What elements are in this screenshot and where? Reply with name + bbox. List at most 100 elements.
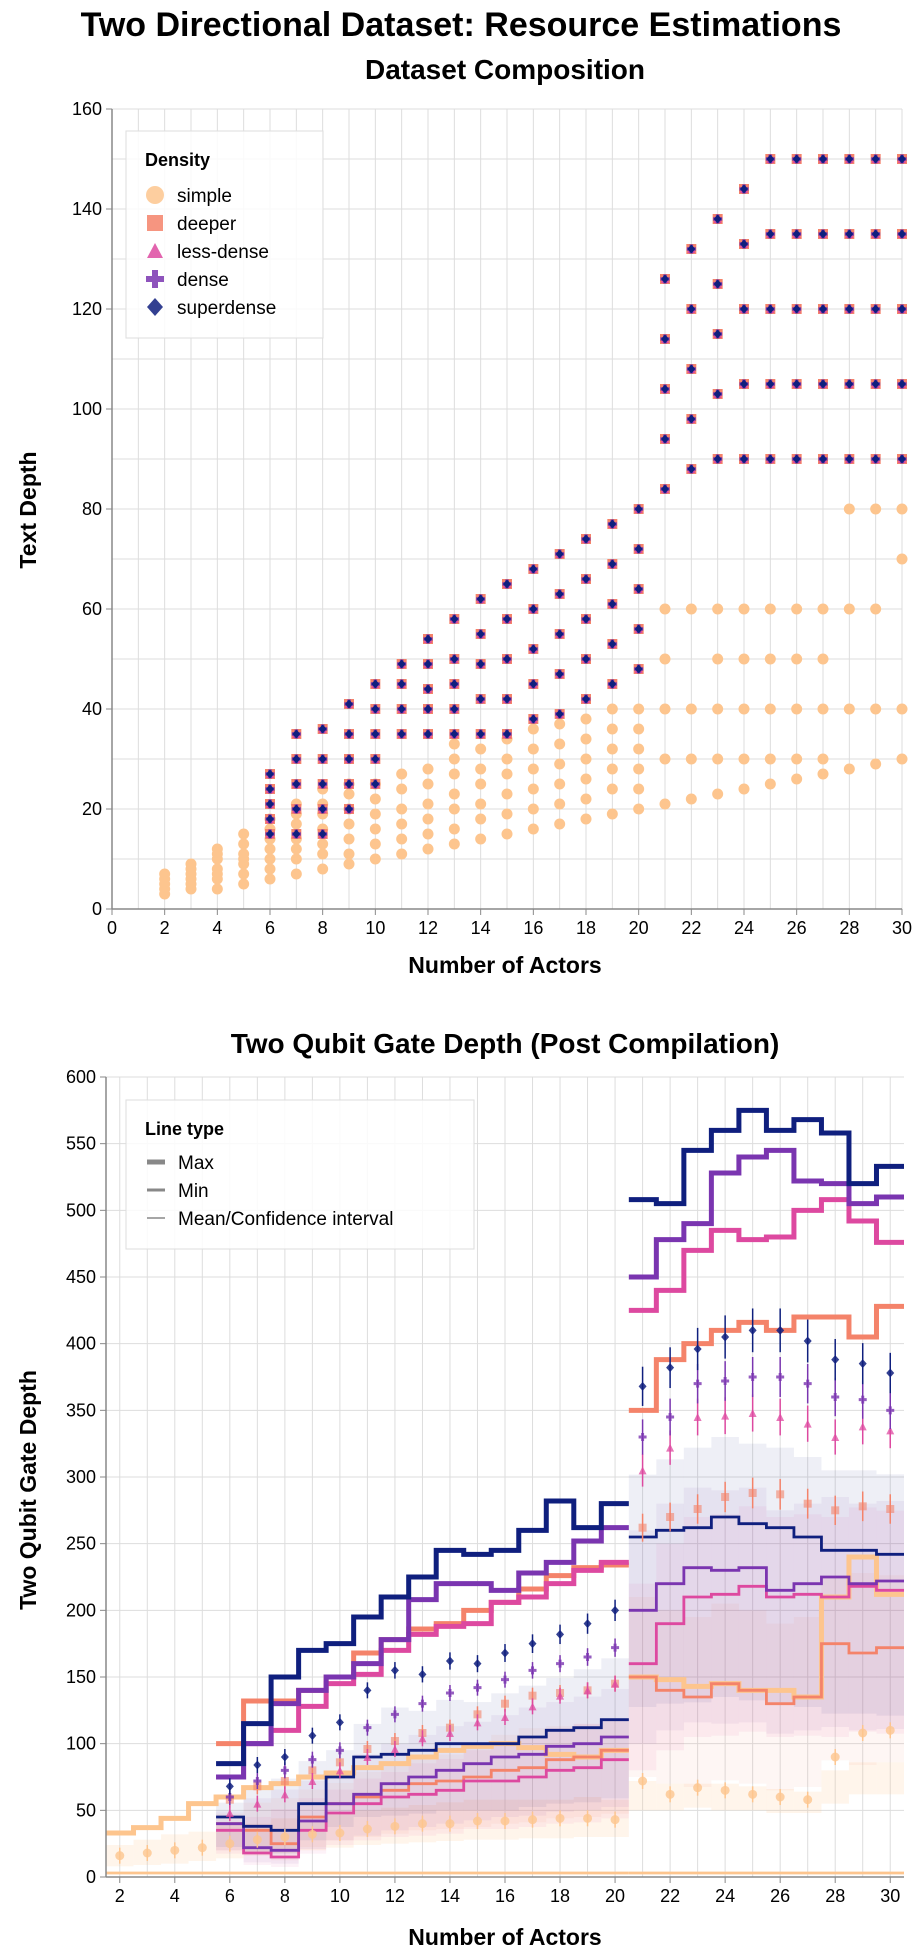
chart1-point-superdense	[634, 624, 643, 634]
chart1-point-superdense	[871, 454, 880, 464]
chart1-x-axis-label: Number of Actors	[408, 952, 601, 978]
chart2-y-axis-label: Two Qubit Gate Depth	[15, 1370, 41, 1610]
chart1-point-superdense	[450, 679, 459, 689]
chart1-point-simple	[554, 818, 566, 830]
chart1-point-superdense	[766, 379, 775, 389]
chart1-point-simple	[290, 843, 302, 855]
chart1-point-simple	[764, 753, 776, 765]
chart1-point-simple	[475, 813, 487, 825]
chart1-point-simple	[896, 553, 908, 565]
chart1-point-simple	[422, 798, 434, 810]
chart1-point-superdense	[871, 304, 880, 314]
chart1-point-superdense	[792, 154, 801, 164]
chart1-point-superdense	[766, 154, 775, 164]
chart1-point-simple	[343, 818, 355, 830]
chart1-point-superdense	[424, 704, 432, 714]
chart2-mean-marker-superdense	[776, 1325, 785, 1335]
chart1-point-simple	[264, 873, 276, 885]
chart1-x-tick-label: 14	[471, 918, 491, 938]
chart2-mean-marker-superdense	[253, 1760, 262, 1770]
chart2-mean-marker-less-dense	[858, 1422, 867, 1431]
chart1-point-superdense	[687, 244, 696, 254]
chart2-mean-marker-dense	[308, 1755, 317, 1764]
chart1-x-tick-label: 24	[734, 918, 754, 938]
chart2-mean-marker-less-dense	[638, 1466, 647, 1475]
chart1-point-superdense	[687, 414, 696, 424]
chart2-mean-marker-less-dense	[748, 1409, 757, 1417]
chart2-y-tick-label: 550	[66, 1134, 96, 1154]
chart1-point-superdense	[503, 694, 511, 704]
chart1-point-simple	[791, 773, 803, 785]
chart2-ci-band-dense	[518, 1707, 547, 1816]
chart1-point-simple	[290, 853, 302, 865]
chart2-y-tick-label: 500	[66, 1200, 96, 1220]
chart1-point-superdense	[318, 829, 327, 839]
chart2-y-tick-label: 200	[66, 1600, 96, 1620]
chart2-mean-marker-deeper	[528, 1691, 537, 1700]
chart2-mean-marker-simple	[280, 1832, 290, 1842]
chart1-legend-label-superdense: superdense	[177, 298, 276, 319]
chart2-mean-marker-superdense	[611, 1605, 620, 1615]
chart1-point-simple	[633, 743, 645, 755]
chart1-legend-symbol-less-dense	[147, 243, 163, 258]
chart1-point-simple	[554, 798, 566, 810]
chart2-ci-band-deeper	[683, 1617, 712, 1787]
chart2-mean-marker-deeper	[693, 1505, 702, 1513]
chart2-max-line-simple	[106, 1741, 629, 1836]
chart1-legend-symbol-dense	[146, 270, 164, 288]
chart1-point-simple	[343, 788, 355, 800]
chart2-mean-marker-deeper	[858, 1502, 867, 1511]
chart1-point-superdense	[397, 659, 406, 669]
chart1-point-simple	[527, 803, 539, 815]
chart1-point-simple	[580, 773, 592, 785]
chart1-point-superdense	[661, 334, 669, 344]
chart2-ci-band-less-dense	[711, 1514, 739, 1736]
chart1-point-superdense	[871, 229, 880, 239]
chart1-point-simple	[738, 783, 750, 795]
chart2-x-tick-label: 18	[550, 1886, 570, 1906]
chart2-ci-band-superdense	[683, 1447, 712, 1703]
chart1-point-superdense	[424, 684, 432, 694]
chart1-point-superdense	[582, 614, 590, 624]
chart1-point-simple	[870, 603, 882, 615]
chart1-point-simple	[791, 603, 803, 615]
chart2-mean-marker-dense	[556, 1659, 565, 1668]
chart2-mean-marker-superdense	[501, 1648, 509, 1658]
chart1-point-simple	[606, 783, 618, 795]
chart2-ci-band-less-dense	[766, 1517, 794, 1737]
chart1-legend-label-simple: simple	[177, 186, 232, 207]
chart1-point-superdense	[292, 779, 301, 789]
chart2-mean-marker-simple	[500, 1816, 510, 1826]
chart1-point-simple	[343, 848, 355, 860]
chart1-point-simple	[633, 783, 645, 795]
chart2-x-tick-label: 14	[440, 1886, 460, 1906]
chart1-point-superdense	[819, 379, 827, 389]
figure-title: Two Directional Dataset: Resource Estima…	[81, 6, 842, 44]
chart1-x-tick-label: 6	[265, 918, 275, 938]
chart1-point-superdense	[266, 814, 274, 824]
chart2-mean-marker-simple	[362, 1824, 372, 1834]
chart2-mean-marker-superdense	[418, 1669, 427, 1679]
chart1-point-simple	[369, 838, 381, 850]
chart2-mean-marker-deeper	[886, 1505, 895, 1513]
chart2-ci-band-less-dense	[601, 1718, 629, 1819]
chart1-point-superdense	[661, 274, 669, 284]
chart1-point-superdense	[608, 639, 617, 649]
chart2-mean-marker-dense	[721, 1377, 730, 1385]
chart1-legend-label-less-dense: less-dense	[177, 242, 269, 263]
chart1-point-simple	[633, 763, 645, 775]
chart2-mean-marker-less-dense	[803, 1419, 812, 1428]
chart1-y-tick-label: 20	[82, 799, 102, 819]
chart1-point-superdense	[503, 729, 511, 739]
chart1-point-simple	[448, 838, 460, 850]
chart1-point-simple	[738, 603, 750, 615]
chart1-point-superdense	[503, 654, 511, 664]
chart2-y-tick-label: 0	[86, 1867, 96, 1887]
chart1-point-superdense	[345, 729, 353, 739]
chart1-point-simple	[448, 803, 460, 815]
chart2-ci-band-simple	[848, 1762, 877, 1795]
chart1-point-simple	[475, 763, 487, 775]
chart1-point-superdense	[898, 304, 906, 314]
chart1-point-superdense	[476, 729, 485, 739]
chart1-point-superdense	[687, 304, 696, 314]
